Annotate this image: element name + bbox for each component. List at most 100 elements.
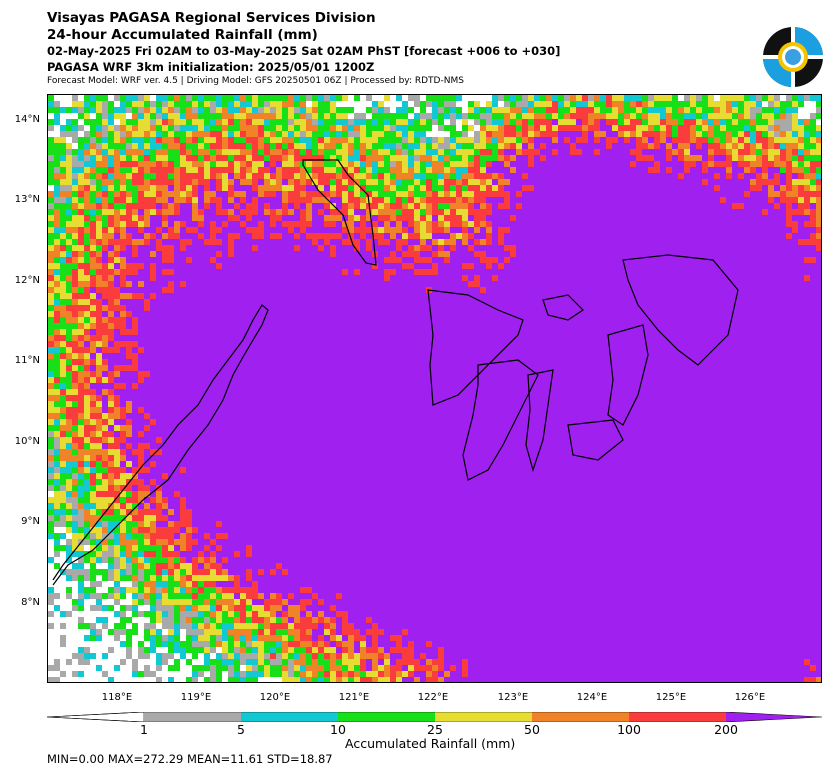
rainfall-cell — [630, 191, 636, 197]
rainfall-cell — [276, 227, 282, 233]
rainfall-cell — [504, 185, 510, 191]
rainfall-cell — [378, 221, 384, 227]
rainfall-cell — [246, 209, 252, 215]
rainfall-cell — [204, 227, 210, 233]
rainfall-cell — [162, 149, 168, 155]
rainfall-cell — [348, 197, 354, 203]
rainfall-cell — [162, 107, 168, 113]
rainfall-cell — [306, 257, 312, 263]
rainfall-cell — [384, 119, 390, 125]
rainfall-cell — [474, 221, 480, 227]
rainfall-cell — [456, 113, 462, 119]
rainfall-cell — [552, 95, 558, 101]
rainfall-cell — [486, 149, 492, 155]
rainfall-cell — [114, 305, 120, 311]
rainfall-cell — [264, 281, 270, 287]
rainfall-cell — [558, 191, 564, 197]
rainfall-cell — [492, 119, 498, 125]
rainfall-cell — [648, 161, 654, 167]
rainfall-cell — [774, 311, 780, 317]
rainfall-cell — [570, 185, 576, 191]
rainfall-cell — [258, 257, 264, 263]
rainfall-cell — [444, 143, 450, 149]
rainfall-cell — [660, 179, 666, 185]
rainfall-cell — [594, 227, 600, 233]
rainfall-cell — [144, 239, 150, 245]
rainfall-cell — [432, 221, 438, 227]
rainfall-cell — [54, 269, 60, 275]
rainfall-cell — [234, 281, 240, 287]
rainfall-cell — [762, 179, 768, 185]
rainfall-cell — [582, 125, 588, 131]
rainfall-cell — [246, 119, 252, 125]
rainfall-cell — [780, 107, 786, 113]
rainfall-cell — [102, 167, 108, 173]
rainfall-cell — [642, 173, 648, 179]
rainfall-cell — [534, 185, 540, 191]
rainfall-cell — [750, 107, 756, 113]
rainfall-cell — [492, 239, 498, 245]
rainfall-cell — [390, 245, 396, 251]
rainfall-cell — [498, 239, 504, 245]
rainfall-cell — [108, 233, 114, 239]
rainfall-cell — [240, 161, 246, 167]
rainfall-cell — [114, 293, 120, 299]
rainfall-cell — [312, 155, 318, 161]
rainfall-cell — [66, 143, 72, 149]
rainfall-cell — [300, 197, 306, 203]
rainfall-cell — [174, 299, 180, 305]
rainfall-cell — [522, 215, 528, 221]
rainfall-cell — [750, 179, 756, 185]
rainfall-cell — [756, 209, 762, 215]
rainfall-cell — [612, 113, 618, 119]
rainfall-cell — [246, 113, 252, 119]
rainfall-cell — [762, 185, 768, 191]
rainfall-cell — [594, 173, 600, 179]
rainfall-cell — [804, 281, 810, 287]
rainfall-cell — [132, 203, 138, 209]
rainfall-cell — [282, 101, 288, 107]
rainfall-cell — [744, 221, 750, 227]
rainfall-cell — [738, 173, 744, 179]
rainfall-cell — [600, 311, 606, 317]
rainfall-cell — [108, 311, 114, 317]
rainfall-cell — [252, 119, 258, 125]
rainfall-cell — [78, 173, 84, 179]
rainfall-cell — [516, 185, 522, 191]
rainfall-cell — [72, 167, 78, 173]
rainfall-cell — [492, 233, 498, 239]
rainfall-cell — [174, 227, 180, 233]
rainfall-cell — [276, 119, 282, 125]
rainfall-cell — [156, 281, 162, 287]
rainfall-cell — [234, 239, 240, 245]
rainfall-cell — [270, 167, 276, 173]
rainfall-cell — [204, 251, 210, 257]
rainfall-cell — [324, 173, 330, 179]
rainfall-cell — [210, 143, 216, 149]
rainfall-cell — [606, 251, 612, 257]
rainfall-cell — [228, 155, 234, 161]
rainfall-cell — [516, 293, 522, 299]
rainfall-cell — [660, 185, 666, 191]
rainfall-cell — [216, 311, 222, 317]
rainfall-cell — [468, 167, 474, 173]
rainfall-cell — [168, 155, 174, 161]
rainfall-cell — [648, 215, 654, 221]
rainfall-cell — [642, 95, 648, 101]
rainfall-cell — [486, 209, 492, 215]
rainfall-cell — [282, 107, 288, 113]
rainfall-cell — [516, 275, 522, 281]
rainfall-cell — [120, 323, 126, 329]
rainfall-cell — [468, 311, 474, 317]
rainfall-cell — [78, 281, 84, 287]
rainfall-cell — [588, 191, 594, 197]
rainfall-cell — [222, 317, 228, 323]
rainfall-cell — [270, 323, 276, 329]
rainfall-cell — [150, 293, 156, 299]
rainfall-cell — [426, 113, 432, 119]
rainfall-cell — [582, 311, 588, 317]
rainfall-cell — [336, 299, 342, 305]
rainfall-cell — [756, 101, 762, 107]
rainfall-cell — [450, 227, 456, 233]
rainfall-cell — [588, 251, 594, 257]
